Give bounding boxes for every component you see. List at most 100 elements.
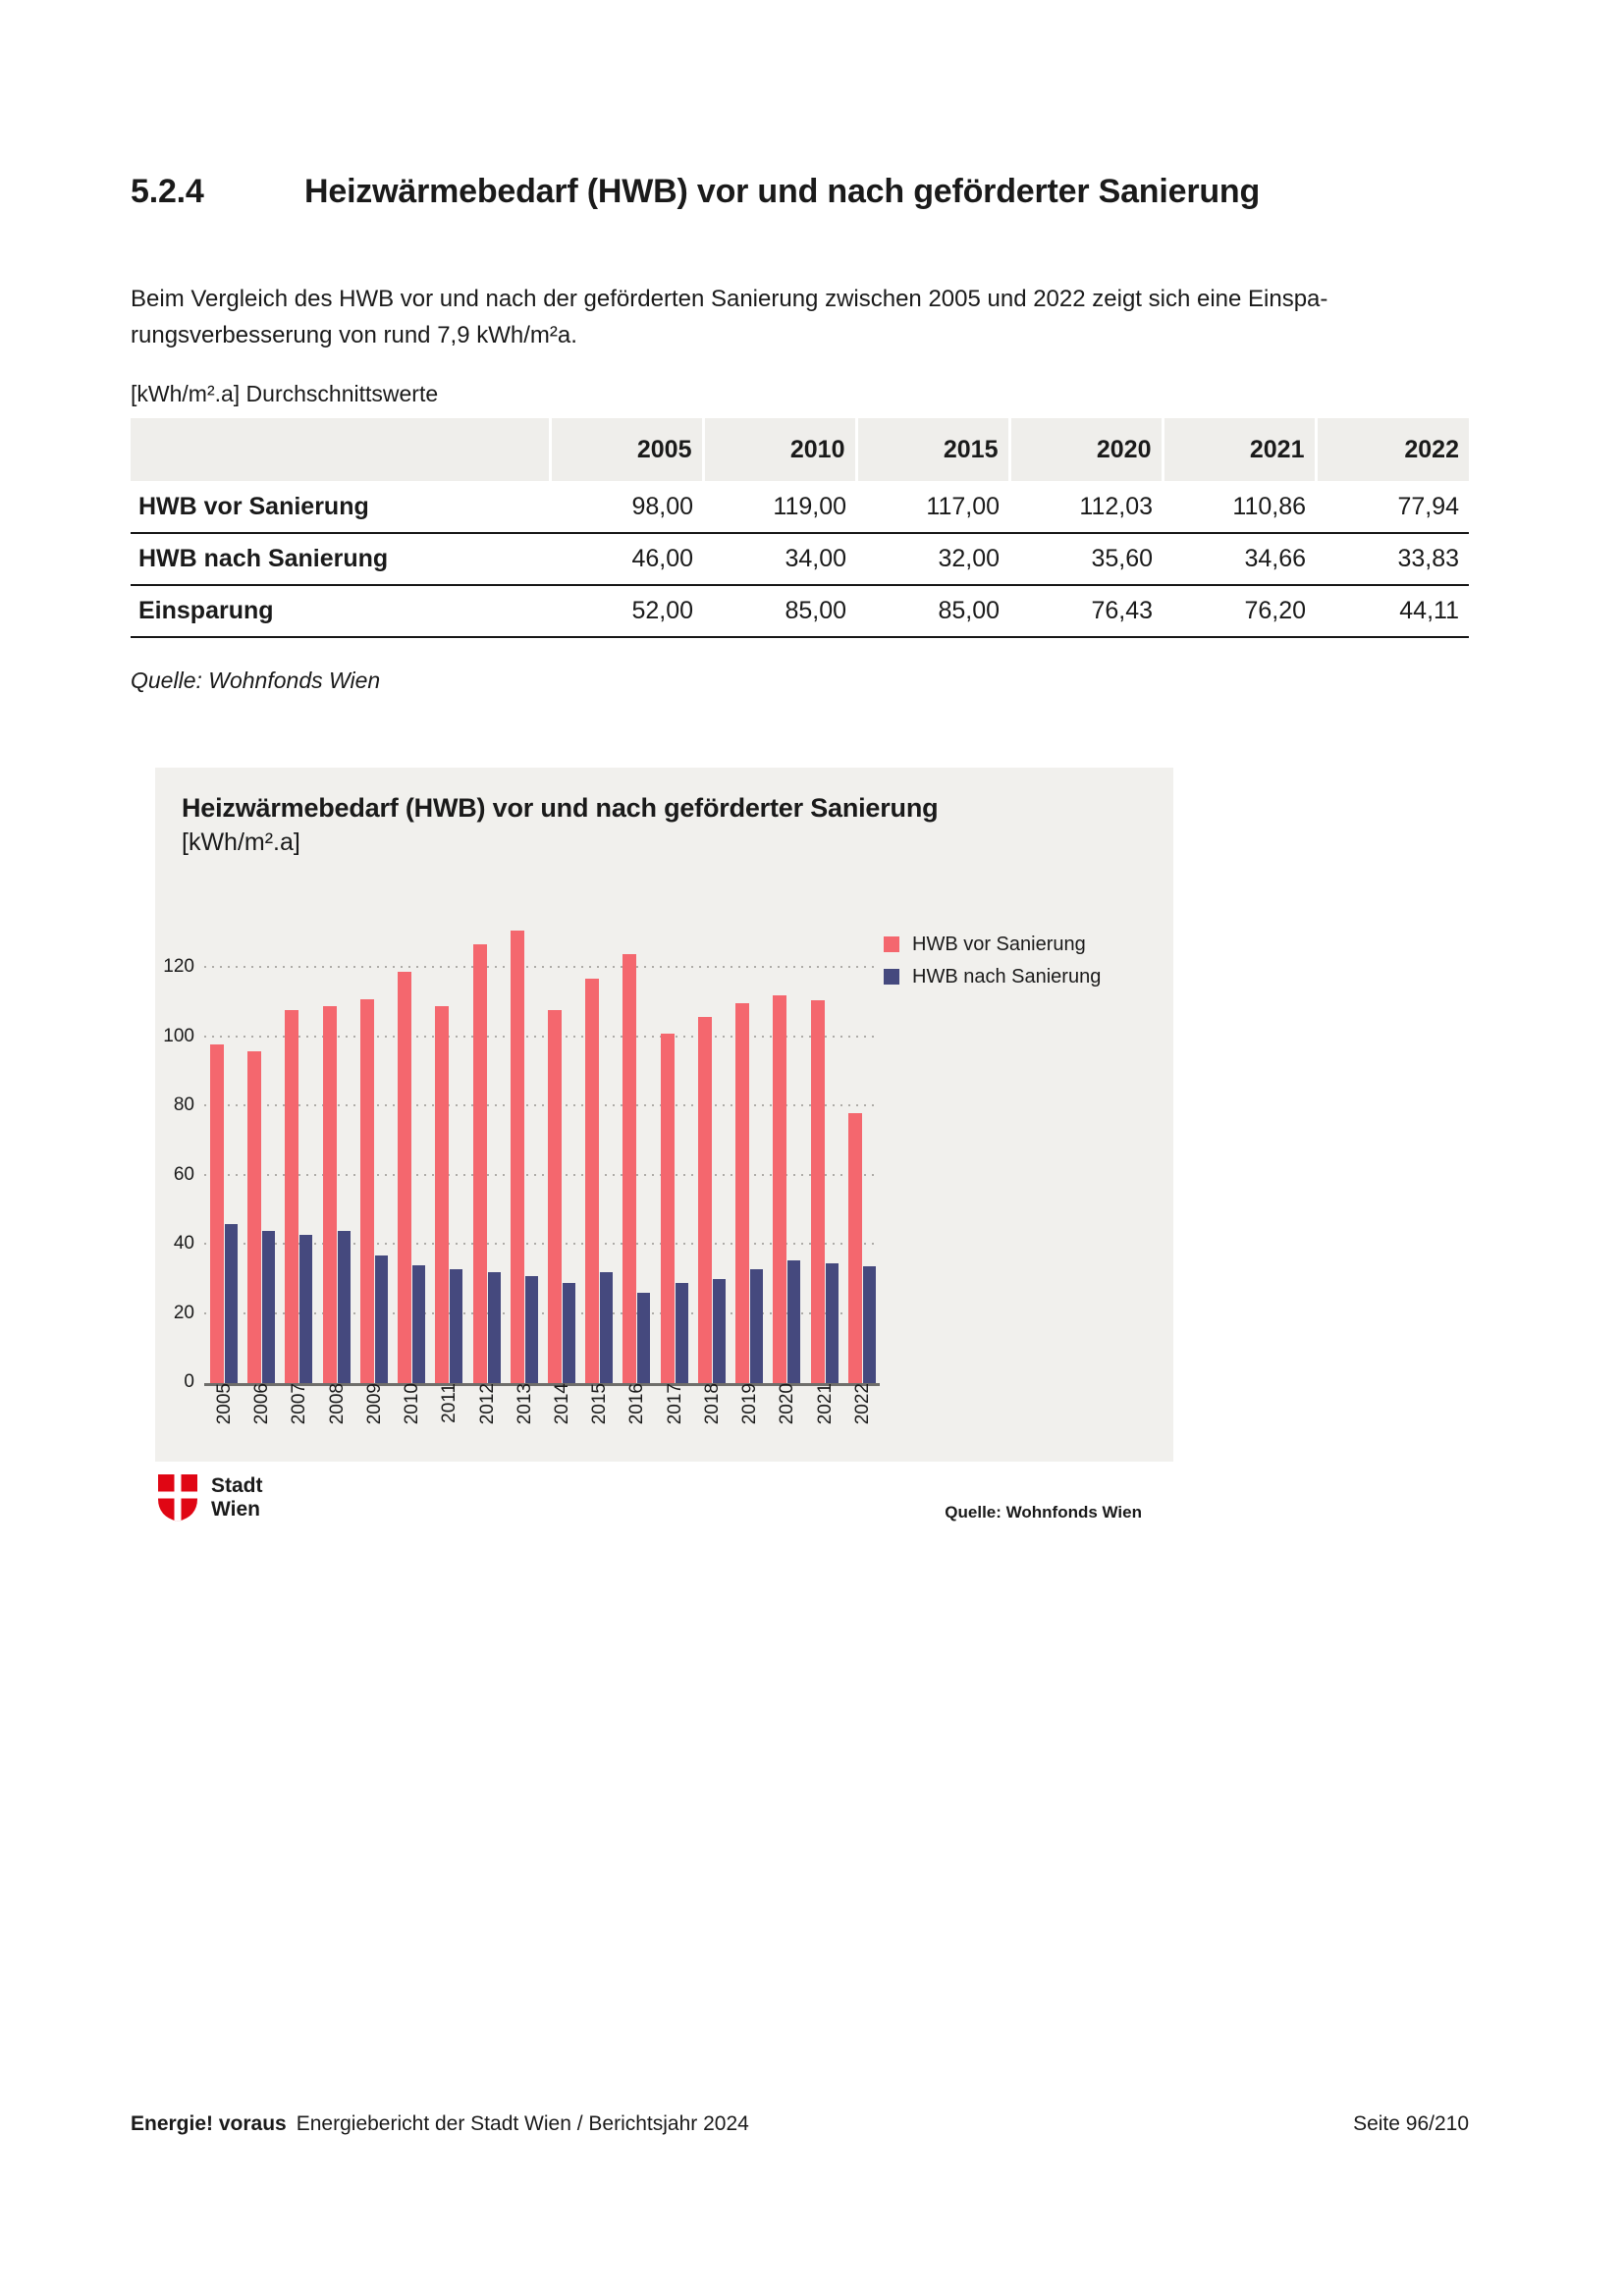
x-axis-label: 2017 — [664, 1383, 685, 1425]
table-source: Quelle: Wohnfonds Wien — [131, 667, 381, 693]
table-value-cell: 112,03 — [1079, 492, 1153, 520]
table-year-header: 2005 — [548, 418, 703, 481]
gridline — [204, 1173, 880, 1176]
bar-vor-sanierung — [735, 1002, 750, 1383]
table-corner-cell — [131, 418, 550, 481]
y-axis-label: 120 — [163, 956, 194, 978]
y-axis-label: 40 — [173, 1233, 194, 1255]
table-value-cell: 119,00 — [773, 492, 846, 520]
table-value-cell: 76,20 — [1244, 597, 1306, 624]
x-axis-label: 2012 — [476, 1383, 498, 1425]
table-value-cell: 35,60 — [1091, 545, 1153, 572]
bar-vor-sanierung — [472, 943, 487, 1383]
table-year-header: 2021 — [1161, 418, 1316, 481]
bar-vor-sanierung — [285, 1009, 299, 1383]
table-value-cell: 32,00 — [938, 545, 1000, 572]
bar-vor-sanierung — [510, 930, 524, 1383]
footer-left: Energie! voraus Energiebericht der Stadt … — [131, 2112, 749, 2136]
x-axis-label: 2021 — [814, 1383, 836, 1425]
logo-line-2: Wien — [211, 1498, 260, 1521]
bar-nach-sanierung — [787, 1259, 801, 1383]
footer-report-title: Energiebericht der Stadt Wien / Berichts… — [296, 2112, 749, 2135]
table-value-cell: 34,00 — [785, 545, 846, 572]
page-footer: Energie! voraus Energiebericht der Stadt … — [131, 2112, 1469, 2136]
table-row: HWB vor Sanierung 98,00 119,00 117,00 112,03… — [131, 481, 1469, 533]
table-row: HWB nach Sanierung 46,00 34,00 32,00 35,60 34… — [131, 533, 1469, 585]
gridline — [204, 1311, 880, 1314]
table-value-cell: 34,66 — [1244, 545, 1306, 572]
logo-line-1: Stadt — [211, 1474, 263, 1497]
x-axis-label: 2008 — [326, 1383, 348, 1425]
bar-nach-sanierung — [450, 1268, 463, 1383]
bar-vor-sanierung — [398, 971, 412, 1383]
y-axis-label: 100 — [163, 1025, 194, 1046]
x-axis-label: 2005 — [214, 1383, 235, 1425]
bar-vor-sanierung — [247, 1050, 262, 1383]
table-value-cell: 98,00 — [631, 492, 693, 520]
table-row-label: HWB vor Sanierung — [138, 492, 369, 520]
x-axis-label: 2011 — [439, 1383, 460, 1423]
bar-nach-sanierung — [600, 1272, 614, 1383]
table-value-cell: 117,00 — [926, 492, 1000, 520]
table-value-cell: 77,94 — [1397, 492, 1459, 520]
x-axis-label: 2009 — [363, 1383, 385, 1425]
legend-swatch — [884, 936, 899, 952]
legend-item: HWB vor Sanierung — [884, 934, 1101, 954]
logo-text: Stadt Wien — [211, 1474, 263, 1522]
bar-nach-sanierung — [299, 1234, 313, 1383]
table-row-label: HWB nach Sanierung — [138, 545, 389, 572]
chart-title: Heizwärmebedarf (HWB) vor und nach geför… — [182, 793, 939, 823]
y-axis-label: 20 — [173, 1302, 194, 1323]
intro-paragraph: Beim Vergleich des HWB vor und nach der … — [131, 281, 1525, 353]
table-year-header: 2010 — [701, 418, 856, 481]
bar-vor-sanierung — [435, 1006, 450, 1383]
intro-line-1: Beim Vergleich des HWB vor und nach der … — [131, 286, 1328, 312]
table-header-row: 2005 2010 2015 2020 2021 2022 — [131, 418, 1469, 481]
intro-line-2: rungsverbesserung von rund 7,9 kWh/m²a. — [131, 322, 577, 348]
x-axis-label: 2014 — [552, 1383, 572, 1425]
bar-vor-sanierung — [697, 1016, 712, 1383]
x-axis-label: 2015 — [589, 1383, 611, 1425]
data-table-wrap: 2005 2010 2015 2020 2021 2022 HWB vor Sanieru… — [131, 418, 1469, 638]
bar-vor-sanierung — [660, 1034, 675, 1383]
bar-nach-sanierung — [262, 1231, 276, 1383]
bar-vor-sanierung — [548, 1009, 562, 1383]
table-value-cell: 46,00 — [631, 545, 693, 572]
section-title: Heizwärmebedarf (HWB) vor und nach geför… — [304, 173, 1261, 210]
chart-container: Heizwärmebedarf (HWB) vor und nach geför… — [155, 768, 1173, 1462]
legend-label: HWB nach Sanierung — [912, 966, 1102, 988]
table-unit-label: [kWh/m².a] Durchschnittswerte — [131, 381, 439, 406]
bar-vor-sanierung — [359, 999, 374, 1383]
chart-plot-area: 0 20 40 60 80 100 120 2005 2006 2007 2008 2009 2010 2… — [163, 920, 880, 1424]
below-chart-row: Stadt Wien Quelle: Wohnfonds Wien — [155, 1472, 1173, 1528]
table-value-cell: 76,43 — [1091, 597, 1153, 624]
bar-vor-sanierung — [847, 1113, 862, 1383]
legend-swatch — [884, 969, 899, 985]
legend-label: HWB vor Sanierung — [912, 934, 1086, 955]
wien-shield-icon — [155, 1472, 200, 1528]
x-axis-label: 2020 — [777, 1383, 798, 1425]
bar-nach-sanierung — [225, 1223, 238, 1383]
table-row-label: Einsparung — [138, 597, 274, 624]
bar-vor-sanierung — [773, 995, 787, 1383]
section-number: 5.2.4 — [131, 173, 204, 210]
x-axis-label: 2018 — [701, 1383, 723, 1425]
bar-vor-sanierung — [810, 999, 825, 1383]
x-axis-label: 2006 — [251, 1383, 273, 1425]
x-axis-label: 2019 — [739, 1383, 761, 1425]
table-value-cell: 85,00 — [938, 597, 1000, 624]
y-axis-label: 80 — [173, 1095, 194, 1116]
x-axis-label: 2016 — [626, 1383, 648, 1425]
bar-nach-sanierung — [374, 1255, 388, 1383]
gridline — [204, 1243, 880, 1246]
x-axis-label: 2013 — [514, 1383, 535, 1425]
bar-vor-sanierung — [585, 978, 600, 1383]
chart-subtitle: [kWh/m².a] — [182, 828, 300, 856]
page-number: Seite 96/210 — [1353, 2112, 1469, 2135]
table-value-cell: 33,83 — [1397, 545, 1459, 572]
footer-brand: Energie! voraus — [131, 2112, 287, 2135]
bar-nach-sanierung — [412, 1265, 426, 1383]
stadt-wien-logo: Stadt Wien — [155, 1472, 263, 1528]
data-table: 2005 2010 2015 2020 2021 2022 HWB vor Sanieru… — [131, 418, 1469, 638]
